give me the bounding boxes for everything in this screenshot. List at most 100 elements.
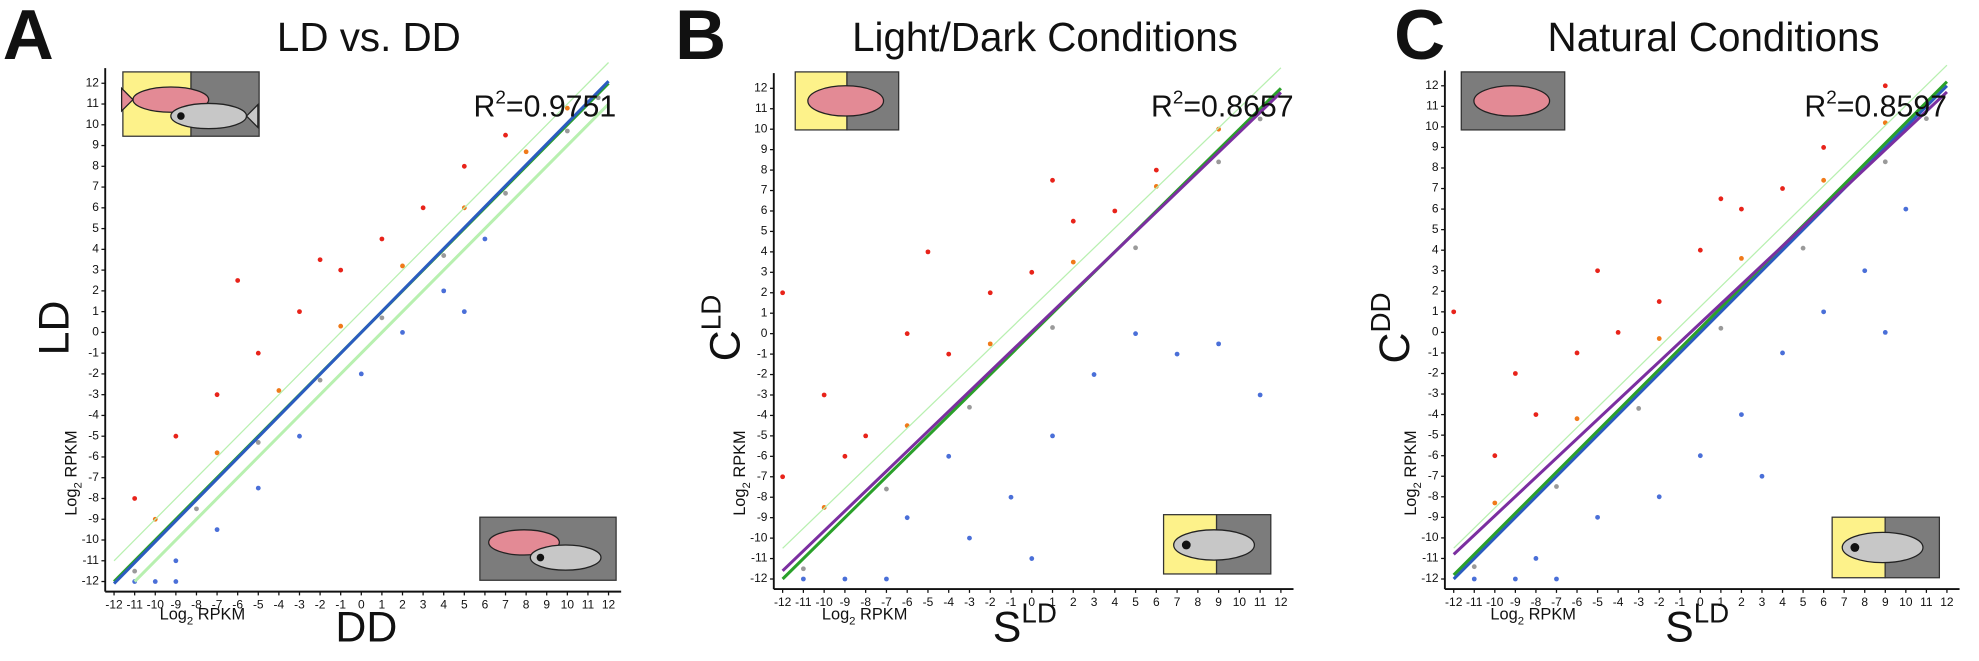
point: [255, 440, 261, 445]
point: [1471, 576, 1477, 582]
x-axis-title-base: S: [1665, 604, 1694, 652]
point: [276, 388, 282, 393]
y-axis-title: CLD: [695, 295, 750, 361]
r-squared-sup: 2: [1173, 87, 1184, 108]
y-tick-label: -11: [1422, 551, 1439, 565]
point: [1800, 245, 1806, 251]
point: [441, 288, 447, 294]
x-tick-label: 8: [523, 598, 530, 612]
x-tick-label: 7: [1174, 595, 1181, 609]
point: [297, 433, 302, 439]
y-unit-label-rest: RPKM: [731, 430, 749, 482]
r-squared-rest: =0.9751: [506, 90, 616, 123]
x-tick-label: -8: [1531, 595, 1542, 609]
point: [1554, 484, 1559, 489]
r-squared-base: R: [1804, 90, 1826, 123]
x-tick-label: 2: [399, 598, 406, 612]
y-tick-label: 9: [1432, 140, 1439, 154]
y-tick-label: 0: [761, 326, 768, 340]
x-tick-label: -7: [881, 595, 892, 609]
x-tick-label: 11: [582, 598, 595, 612]
y-axis-title: LD: [31, 301, 79, 356]
x-tick-label: -11: [126, 598, 143, 612]
point: [1153, 167, 1159, 173]
point: [1257, 116, 1263, 122]
y-axis-title: CDD: [1365, 292, 1419, 363]
point: [1656, 336, 1662, 341]
r-squared-base: R: [474, 90, 496, 123]
point: [317, 377, 323, 383]
x-tick-label: 5: [1800, 595, 1807, 609]
y-tick-label: 7: [761, 183, 768, 197]
y-tick-label: -5: [88, 428, 99, 442]
point: [1821, 309, 1827, 315]
point: [925, 249, 931, 255]
point: [1451, 309, 1457, 315]
point: [1739, 206, 1744, 212]
icon-cave-ld: [794, 71, 900, 131]
r-squared-sup: 2: [1826, 87, 1837, 108]
point: [1029, 269, 1035, 275]
x-tick-label: 9: [543, 598, 550, 612]
x-unit-label-rest: RPKM: [193, 606, 245, 624]
point: [297, 309, 302, 315]
point: [317, 257, 323, 263]
icon-dd-pair: [479, 516, 617, 581]
point: [1512, 371, 1518, 376]
x-tick-label: -9: [171, 598, 182, 612]
x-tick-label: -4: [274, 598, 285, 612]
y-tick-label: 6: [92, 200, 99, 214]
fit-line: [113, 62, 609, 562]
point: [1574, 416, 1580, 422]
x-tick-label: -6: [902, 595, 913, 609]
chart-title: Light/Dark Conditions: [852, 14, 1238, 60]
point: [564, 105, 570, 111]
x-tick-label: -6: [232, 598, 243, 612]
y-tick-label: 12: [1425, 78, 1439, 92]
point: [780, 290, 786, 296]
point: [863, 433, 869, 439]
point: [1739, 256, 1744, 261]
point: [132, 568, 138, 574]
point: [358, 371, 364, 377]
r-squared-base: R: [1151, 90, 1173, 123]
panel-letter: C: [1394, 0, 1445, 74]
point: [400, 329, 405, 335]
point: [441, 253, 447, 258]
y-tick-label: -5: [1428, 427, 1439, 441]
x-tick-label: -1: [1674, 595, 1685, 609]
point: [132, 496, 138, 501]
point: [842, 453, 848, 459]
chart-title: LD vs. DD: [277, 14, 461, 60]
y-tick-label: 7: [92, 179, 99, 193]
x-tick-label: 1: [379, 598, 386, 612]
point: [1903, 206, 1909, 212]
y-tick-label: -11: [82, 553, 99, 567]
x-unit-label-sub: 2: [1518, 616, 1524, 628]
y-unit-label-base: Log: [1402, 488, 1420, 515]
point: [173, 579, 179, 584]
point: [1595, 268, 1600, 274]
x-tick-label: -2: [315, 598, 326, 612]
y-tick-label: 10: [1425, 119, 1439, 133]
point: [1759, 473, 1765, 479]
point: [1554, 576, 1559, 582]
y-tick-label: -1: [757, 346, 768, 360]
y-tick-label: 5: [761, 224, 768, 238]
y-tick-label: -9: [757, 510, 768, 524]
x-tick-label: 7: [1841, 595, 1848, 609]
point: [1070, 259, 1076, 265]
y-tick-label: 2: [761, 285, 768, 299]
point: [1174, 351, 1180, 357]
r-squared: R2=0.8597: [1804, 87, 1947, 124]
y-tick-label: 4: [761, 244, 768, 258]
point: [338, 323, 344, 329]
x-axis-title-base: DD: [335, 604, 397, 652]
x-axis-title: SLD: [993, 598, 1057, 653]
y-tick-label: 2: [1432, 283, 1439, 297]
point: [1112, 208, 1118, 214]
x-tick-label: 6: [482, 598, 489, 612]
y-tick-label: 1: [92, 304, 99, 318]
r-squared-rest: =0.8597: [1837, 90, 1947, 123]
y-tick-label: 11: [755, 101, 768, 115]
